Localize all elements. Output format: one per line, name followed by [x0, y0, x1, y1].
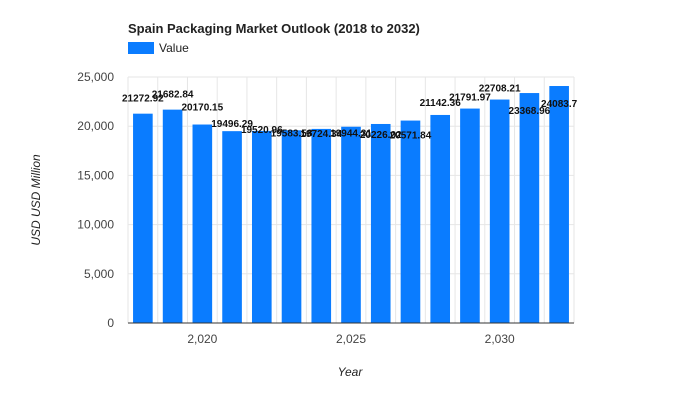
y-tick-label: 10,000	[77, 218, 114, 232]
y-tick-label: 5,000	[84, 267, 114, 281]
bar	[489, 99, 510, 324]
data-label: 21791.97	[449, 93, 491, 104]
y-axis-title: USD USD Million	[29, 154, 43, 246]
bar	[400, 120, 421, 324]
data-label: 23368.96	[509, 106, 551, 117]
x-tick-label: 2,030	[485, 332, 515, 346]
x-axis-ticks: 2,020 2,025 2,030	[187, 332, 515, 346]
y-axis-ticks: 0 5,000 10,000 15,000 20,000 25,000	[77, 70, 114, 330]
data-label: 21682.84	[152, 90, 194, 101]
bar	[222, 131, 242, 323]
bar	[341, 126, 361, 323]
data-label: 19944.31	[330, 129, 372, 140]
data-label: 20226.02	[360, 130, 402, 141]
bars	[133, 86, 569, 324]
legend-swatch-value	[128, 42, 154, 54]
x-tick-label: 2,020	[187, 332, 217, 346]
bar	[519, 93, 540, 323]
data-label: 21272.92	[122, 94, 164, 105]
chart-title: Spain Packaging Market Outlook (2018 to …	[128, 21, 420, 36]
x-tick-label: 2,025	[336, 332, 366, 346]
bar	[549, 86, 569, 324]
y-tick-label: 0	[107, 316, 114, 330]
y-tick-label: 20,000	[77, 119, 114, 133]
bar	[251, 130, 272, 323]
bar	[311, 128, 332, 323]
data-label: 20571.84	[390, 131, 432, 142]
bar	[281, 130, 302, 323]
bar	[460, 108, 480, 323]
data-label: 19724.34	[300, 129, 342, 140]
bar	[162, 109, 183, 323]
data-label: 20170.15	[181, 103, 223, 114]
data-label: 19520.96	[241, 125, 283, 136]
legend: Value	[128, 41, 189, 55]
data-label: 22708.21	[479, 84, 521, 95]
bar	[370, 123, 391, 324]
bar	[192, 124, 213, 323]
bar	[133, 113, 153, 323]
x-axis-title: Year	[338, 365, 364, 379]
data-label: 19496.29	[211, 119, 253, 130]
y-tick-label: 15,000	[77, 168, 114, 182]
y-tick-label: 25,000	[77, 70, 114, 84]
gridlines	[127, 76, 575, 323]
legend-label-value: Value	[159, 41, 189, 55]
data-label: 19583.58	[271, 128, 313, 139]
bar	[430, 114, 451, 324]
data-label: 24083.7	[541, 99, 578, 110]
data-label: 21142.36	[420, 98, 462, 109]
